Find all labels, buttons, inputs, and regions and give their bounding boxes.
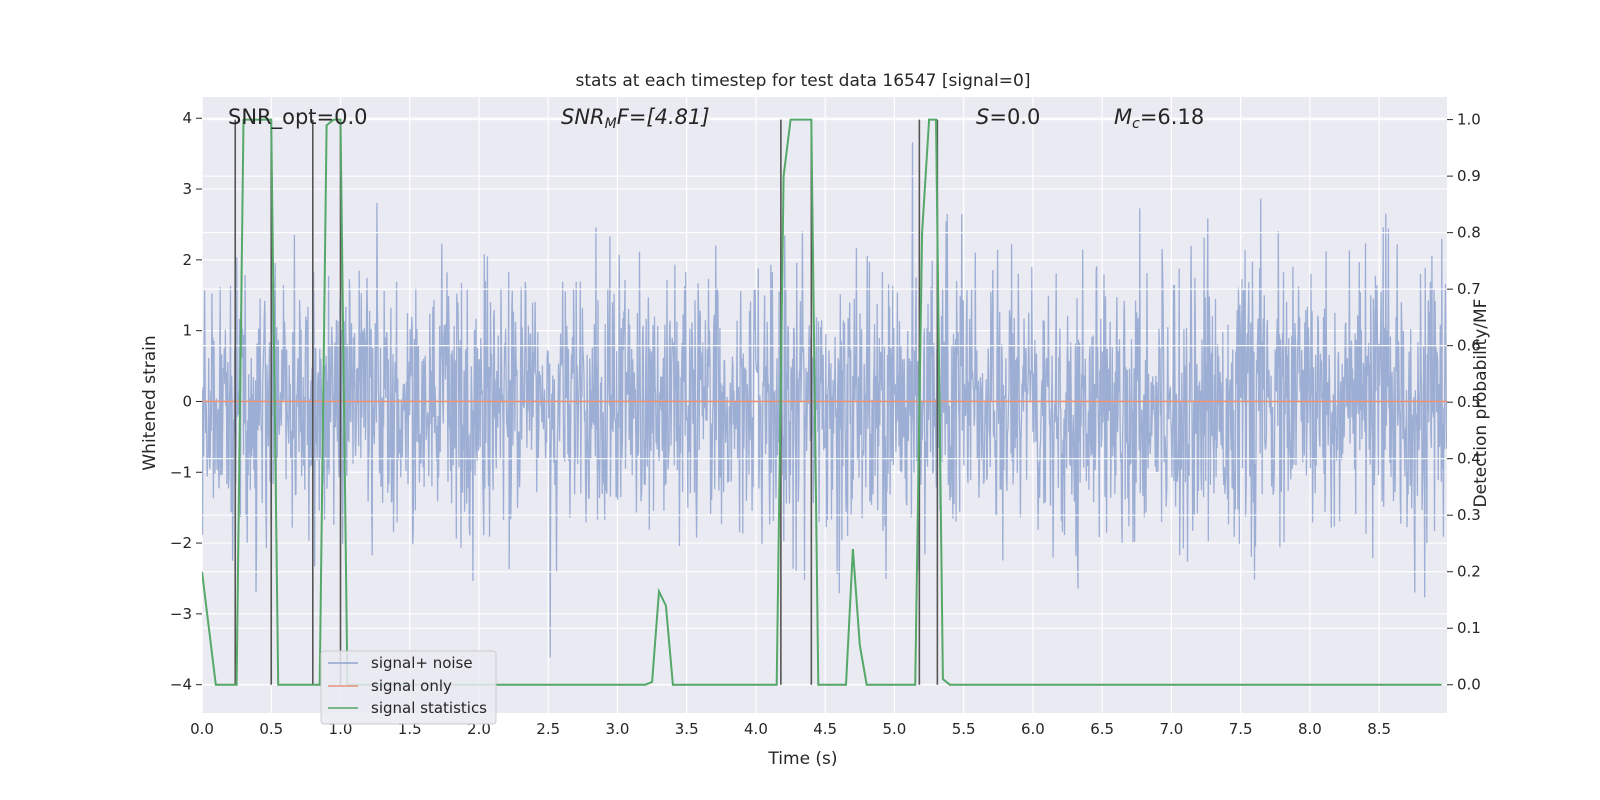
- right-y-tick-label: 0.3: [1457, 506, 1481, 524]
- right-y-tick-label: 0.7: [1457, 280, 1481, 298]
- x-tick-label: 3.5: [675, 720, 699, 738]
- signal-noise-line: [202, 142, 1447, 658]
- right-y-tick-label: 0.2: [1457, 563, 1481, 581]
- x-tick-label: 0.0: [190, 720, 214, 738]
- x-tick-label: 6.5: [1090, 720, 1114, 738]
- x-axis-label: Time (s): [767, 749, 837, 769]
- left-y-tick-label: 0: [182, 392, 192, 410]
- signal-statistics-series: [202, 118, 1442, 686]
- x-tick-label: 0.5: [259, 720, 283, 738]
- snr-opt-annotation: SNR_opt=0.0: [228, 105, 368, 130]
- legend-box: [320, 650, 497, 725]
- signal-noise-series: [202, 142, 1447, 658]
- left-y-tick-label: −1: [170, 463, 192, 481]
- right-y-tick-label: 0.4: [1457, 450, 1481, 468]
- right-y-axis-label: Detection probability/MF: [1471, 299, 1491, 508]
- left-y-tick-label: −4: [170, 676, 192, 694]
- x-tick-label: 5.0: [883, 720, 907, 738]
- s-annotation: S=0.0: [976, 105, 1040, 129]
- left-y-tick-label: 4: [182, 109, 192, 127]
- right-y-tick-label: 0.0: [1457, 676, 1481, 694]
- x-tick-label: 3.0: [606, 720, 630, 738]
- legend-label-signal-only: signal only: [371, 677, 452, 695]
- left-y-axis-ticks: −4 −3 −2 −1 0 1 2 3 4: [170, 109, 202, 694]
- chart-title: stats at each timestep for test data 165…: [576, 71, 1031, 91]
- left-y-tick-label: 3: [182, 180, 192, 198]
- right-y-tick-label: 0.8: [1457, 224, 1481, 242]
- x-tick-label: 2.5: [536, 720, 560, 738]
- x-tick-label: 5.5: [952, 720, 976, 738]
- x-axis-ticks: 0.0 0.5 1.0 1.5 2.0 2.5 3.0 3.5 4.0 4.5 5.0 5.5 6.0 6…: [190, 720, 1391, 738]
- right-y-tick-label: 1.0: [1457, 111, 1481, 129]
- legend-label-signal-noise: signal+ noise: [371, 654, 473, 672]
- left-y-tick-label: −3: [170, 605, 192, 623]
- annotations: SNR_opt=0.0 SNRMF=[4.81] S=0.0 Mc=6.18: [228, 105, 1204, 132]
- x-tick-label: 7.5: [1229, 720, 1253, 738]
- signal-statistics-line: [202, 118, 1442, 686]
- right-y-tick-label: 0.6: [1457, 337, 1481, 355]
- right-y-axis-ticks: 0.0 0.1 0.2 0.3 0.4 0.5 0.6 0.7 0.8 0.9 1.0: [1447, 111, 1481, 694]
- snr-mf-annotation: SNRMF=[4.81]: [561, 105, 710, 132]
- x-tick-label: 6.0: [1021, 720, 1045, 738]
- right-y-tick-label: 0.1: [1457, 619, 1481, 637]
- right-y-tick-label: 0.5: [1457, 393, 1481, 411]
- mc-annotation: Mc=6.18: [1114, 105, 1204, 132]
- left-y-tick-label: −2: [170, 534, 192, 552]
- x-tick-label: 7.0: [1159, 720, 1183, 738]
- right-y-tick-label: 0.9: [1457, 167, 1481, 185]
- x-tick-label: 4.5: [813, 720, 837, 738]
- left-y-axis-label: Whitened strain: [140, 335, 160, 470]
- horizontal-bands: [202, 119, 1447, 686]
- x-tick-label: 8.0: [1298, 720, 1322, 738]
- left-y-tick-label: 2: [182, 251, 192, 269]
- legend: signal+ noise signal only signal statist…: [320, 650, 497, 725]
- x-tick-label: 8.5: [1367, 720, 1391, 738]
- legend-label-signal-statistics: signal statistics: [371, 699, 487, 717]
- left-y-tick-label: 1: [182, 322, 192, 340]
- x-tick-label: 4.0: [744, 720, 768, 738]
